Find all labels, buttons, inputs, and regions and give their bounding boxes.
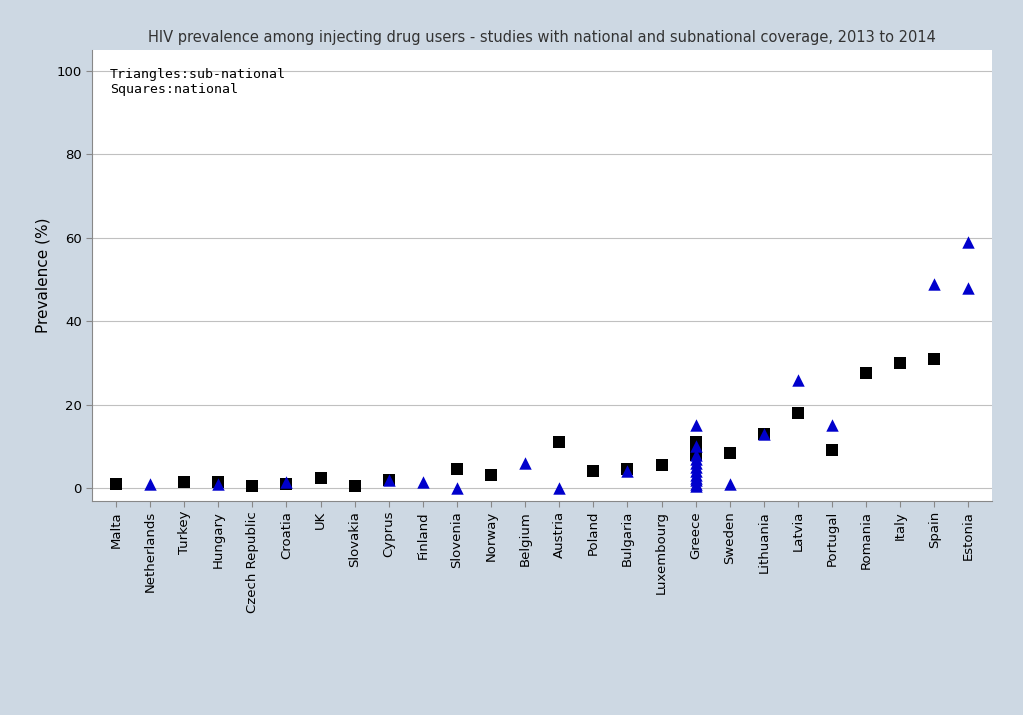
Point xyxy=(142,478,159,490)
Point xyxy=(687,465,704,477)
Point xyxy=(687,461,704,473)
Point xyxy=(619,465,635,477)
Point xyxy=(756,428,772,440)
Point xyxy=(892,358,908,369)
Point xyxy=(926,278,942,290)
Point xyxy=(790,374,806,385)
Point xyxy=(414,476,431,488)
Point xyxy=(687,449,704,460)
Point xyxy=(687,449,704,460)
Point xyxy=(210,478,226,490)
Point xyxy=(381,474,397,485)
Point xyxy=(824,445,840,456)
Point xyxy=(961,236,977,247)
Point xyxy=(721,447,738,458)
Point xyxy=(687,472,704,483)
Point xyxy=(381,474,397,485)
Point xyxy=(278,478,295,490)
Point xyxy=(654,459,670,470)
Point xyxy=(687,436,704,448)
Point xyxy=(483,470,499,481)
Point xyxy=(687,420,704,431)
Point xyxy=(210,476,226,488)
Point xyxy=(824,420,840,431)
Point xyxy=(449,463,465,475)
Text: Triangles:sub-national
Squares:national: Triangles:sub-national Squares:national xyxy=(110,68,286,96)
Point xyxy=(687,458,704,469)
Point xyxy=(721,478,738,490)
Point xyxy=(687,470,704,481)
Point xyxy=(687,453,704,465)
Point xyxy=(961,282,977,294)
Point xyxy=(756,428,772,440)
Point xyxy=(687,440,704,452)
Point xyxy=(687,438,704,450)
Point xyxy=(449,483,465,494)
Point xyxy=(687,445,704,456)
Point xyxy=(687,480,704,492)
Point xyxy=(517,458,533,469)
Point xyxy=(551,483,568,494)
Point xyxy=(278,476,295,488)
Point xyxy=(107,478,124,490)
Y-axis label: Prevalence (%): Prevalence (%) xyxy=(36,217,51,333)
Point xyxy=(926,353,942,365)
Point xyxy=(790,408,806,419)
Point xyxy=(176,476,192,488)
Point xyxy=(347,480,363,492)
Point xyxy=(619,463,635,475)
Point xyxy=(244,480,261,492)
Point xyxy=(687,478,704,490)
Point xyxy=(687,440,704,452)
Point xyxy=(551,436,568,448)
Point xyxy=(687,474,704,485)
Point xyxy=(585,465,602,477)
Point xyxy=(687,443,704,454)
Point xyxy=(858,368,875,379)
Title: HIV prevalence among injecting drug users - studies with national and subnationa: HIV prevalence among injecting drug user… xyxy=(148,30,936,45)
Point xyxy=(312,472,328,483)
